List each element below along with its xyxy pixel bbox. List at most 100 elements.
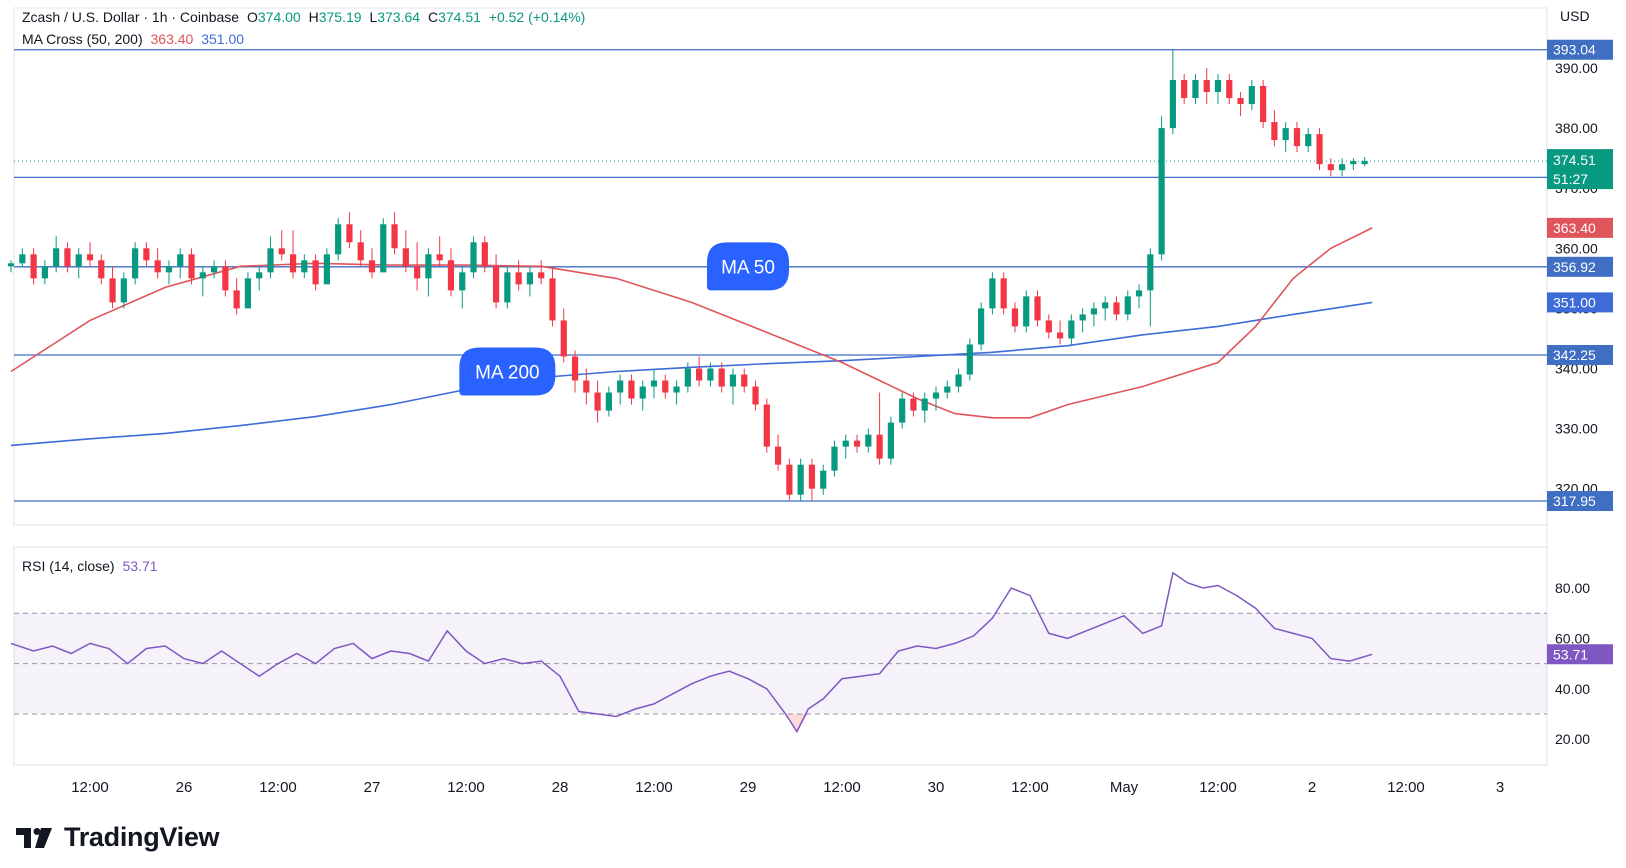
candle-body: [1192, 80, 1199, 99]
time-tick-label: 2: [1308, 779, 1316, 796]
bar-countdown-label: 51:27: [1553, 171, 1588, 187]
candle-body: [1181, 80, 1188, 99]
tradingview-logo-icon: [16, 827, 52, 848]
time-tick-label: 12:00: [1199, 779, 1237, 796]
candle: [1056, 320, 1064, 345]
candle-body: [966, 344, 973, 375]
ma-callout-badge: [459, 347, 556, 396]
candle-body: [1282, 128, 1289, 141]
candle-body: [1034, 296, 1041, 321]
candle-body: [1135, 290, 1143, 297]
candle: [481, 236, 488, 273]
candle: [865, 428, 872, 453]
candle-body: [1237, 98, 1244, 105]
candle: [391, 212, 398, 255]
change-value: +0.52 (+0.14%): [488, 9, 586, 25]
candle-body: [177, 254, 184, 267]
candle: [75, 248, 82, 279]
candle-body: [267, 248, 274, 273]
ma-value-badge: [1547, 217, 1613, 238]
candle-body: [244, 278, 252, 309]
rsi-oversold-fill: [785, 714, 809, 732]
candle-body: [346, 224, 353, 243]
candle-body: [1226, 80, 1233, 99]
tradingview-logo[interactable]: TradingView: [16, 822, 220, 853]
candle: [526, 266, 534, 297]
candle-body: [887, 422, 894, 459]
rsi-value: 53.71: [122, 558, 158, 574]
candle-body: [774, 446, 782, 465]
candle: [989, 272, 996, 315]
candle: [571, 350, 579, 393]
candle-body: [1045, 320, 1052, 333]
candle-body: [696, 368, 703, 381]
candle: [763, 398, 770, 453]
candle-body: [481, 242, 488, 267]
candle-body: [639, 386, 646, 399]
candle-body: [549, 278, 556, 321]
candle-body: [210, 266, 218, 273]
candle-body: [368, 260, 376, 273]
candle: [887, 416, 894, 465]
candle-body: [662, 380, 669, 393]
candle-body: [1113, 302, 1120, 315]
candle-body: [301, 260, 308, 273]
time-tick-label: 3: [1496, 779, 1504, 796]
close-label: C: [427, 9, 439, 25]
horizontal-level-badge: [1547, 491, 1613, 512]
candle: [278, 230, 285, 261]
candle-body: [560, 320, 567, 357]
candle-body: [1327, 164, 1334, 171]
candle-body: [1147, 254, 1154, 291]
candle: [1000, 272, 1007, 315]
candle: [414, 242, 421, 291]
price-tick-label: 380.00: [1555, 120, 1598, 136]
candle: [1260, 80, 1267, 129]
candle: [808, 458, 816, 501]
time-tick-label: 12:00: [1011, 779, 1049, 796]
candle-body: [165, 266, 173, 273]
candle: [109, 266, 116, 309]
candle-body: [1090, 308, 1098, 315]
time-tick-label: 12:00: [71, 779, 109, 796]
candle: [1305, 128, 1312, 153]
horizontal-level-badge: [1547, 39, 1613, 60]
candle: [233, 278, 240, 315]
ma-callout-badge: [707, 242, 789, 291]
time-tick-label: 12:00: [1387, 779, 1425, 796]
candle: [1135, 284, 1143, 309]
candle: [312, 254, 319, 291]
candle: [628, 374, 635, 405]
candle: [267, 236, 274, 279]
candle: [650, 368, 658, 399]
candle-body: [459, 272, 466, 291]
candle-body: [289, 254, 297, 273]
current-price-badge: [1547, 149, 1613, 190]
candle-body: [571, 356, 579, 381]
ma-legend: MA Cross (50, 200) 363.40 351.00: [22, 31, 248, 47]
horizontal-level-label: 356.92: [1553, 259, 1596, 275]
price-tick-label: 390.00: [1555, 60, 1598, 76]
candle: [876, 392, 883, 465]
rsi-tick-label: 20.00: [1555, 731, 1590, 747]
candle-body: [414, 266, 421, 279]
candle: [210, 260, 218, 279]
candle: [492, 254, 500, 309]
time-tick-label: May: [1110, 779, 1139, 796]
candle-body: [1079, 314, 1086, 321]
candle-body: [752, 386, 759, 405]
candle-body: [1271, 122, 1278, 141]
candle: [741, 368, 748, 393]
candle-body: [865, 434, 872, 447]
candle-body: [899, 398, 906, 423]
candle: [1237, 92, 1244, 117]
time-tick-label: 28: [552, 779, 569, 796]
candle-body: [86, 254, 94, 261]
candle-body: [876, 434, 883, 459]
candle-body: [312, 260, 319, 285]
candle-body: [1169, 80, 1176, 129]
symbol-title: Zcash / U.S. Dollar · 1h · Coinbase: [22, 9, 240, 25]
currency-label[interactable]: USD: [1560, 8, 1590, 24]
candle: [978, 302, 985, 351]
